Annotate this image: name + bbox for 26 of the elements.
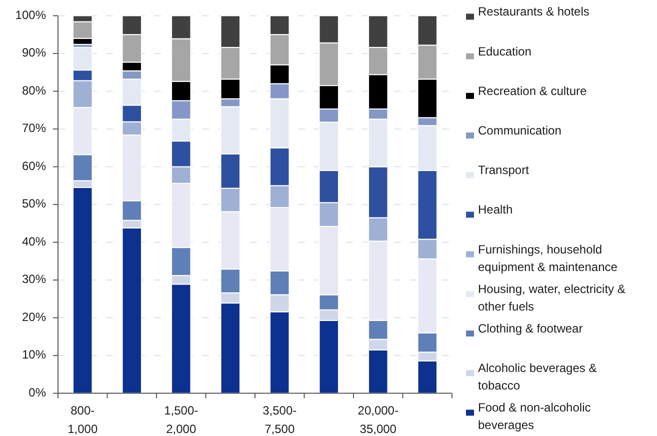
legend-label: Health [478,202,513,217]
y-tick-label: 10% [22,348,46,362]
x-tick-label: 3,500-7,500 [262,404,297,436]
legend-label: Recreation & culture [478,84,588,98]
y-tick-label: 90% [22,46,46,60]
y-tick-label: 30% [22,272,46,286]
y-tick-label: 50% [22,196,46,211]
legend-label: Education [478,44,532,58]
legend-label: Furnishings, household equipment & maintenance [478,242,618,274]
y-tick-label: 70% [22,121,46,136]
legend-label: Restaurants & hotels [478,4,590,19]
legend-label: Alcoholic beverages & tobacco [478,361,597,393]
y-tick-label: 0% [28,385,46,400]
y-tick-label: 40% [22,234,46,248]
legend-label: Housing, water, electricity & other fuels [478,282,626,314]
y-tick-label: 80% [22,83,46,98]
x-tick-label: 20,000-35,000 [358,404,398,436]
y-tick-label: 60% [22,158,46,173]
legend-label: Food & non-alcoholic beverages [478,400,591,432]
x-tick-label: 800-1,000 [68,404,98,436]
legend-label: Communication [478,124,562,138]
x-tick-label: 1,500-2,000 [164,404,198,436]
y-tick-label: 100% [15,8,46,22]
y-tick-label: 20% [22,310,46,324]
legend-label: Transport [478,163,530,178]
legend-label: Clothing & footwear [478,322,583,336]
